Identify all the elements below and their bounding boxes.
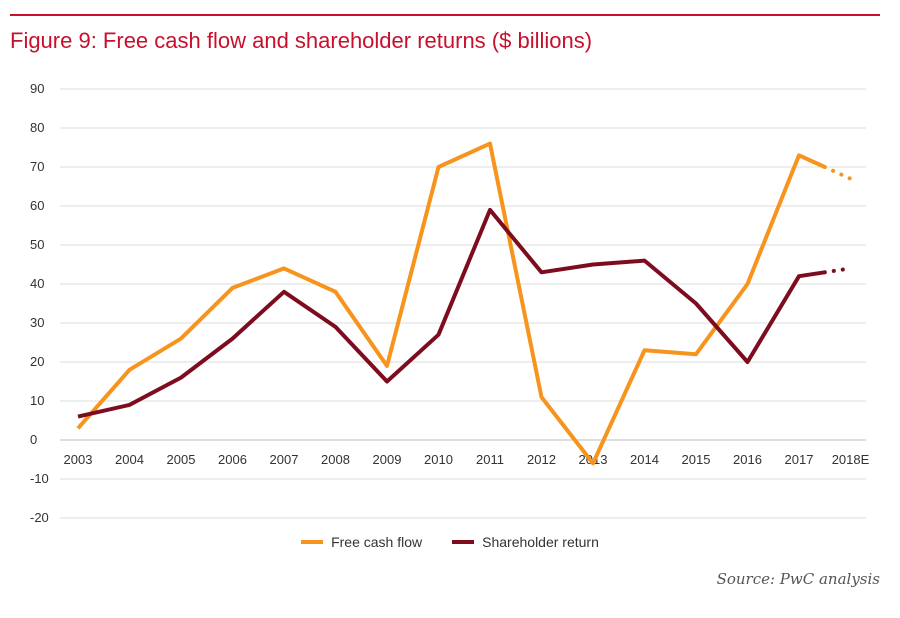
y-tick-label: 90 — [30, 81, 44, 96]
x-tick-label: 2003 — [64, 452, 93, 467]
legend: Free cash flow Shareholder return — [0, 534, 900, 550]
source-note: Source: PwC analysis — [716, 570, 880, 588]
legend-item-shareholder: Shareholder return — [452, 534, 599, 550]
legend-swatch-fcf — [301, 540, 324, 544]
legend-item-fcf: Free cash flow — [301, 534, 422, 550]
x-tick-label: 2016 — [733, 452, 762, 467]
x-tick-label: 2015 — [682, 452, 711, 467]
y-tick-label: -20 — [30, 510, 49, 525]
x-tick-label: 2006 — [218, 452, 247, 467]
chart-title: Figure 9: Free cash flow and shareholder… — [10, 28, 593, 53]
y-tick-label: -10 — [30, 471, 49, 486]
y-tick-label: 60 — [30, 198, 44, 213]
x-tick-label: 2008 — [321, 452, 350, 467]
series-estimate-0 — [822, 165, 853, 181]
y-tick-label: 30 — [30, 315, 44, 330]
series-line-0 — [76, 141, 826, 466]
x-tick-label: 2018E — [832, 452, 870, 467]
series-line-1 — [77, 207, 826, 419]
y-tick-label: 70 — [30, 159, 44, 174]
x-tick-label: 2005 — [167, 452, 196, 467]
x-tick-label: 2010 — [424, 452, 453, 467]
series-estimate-1 — [822, 266, 853, 275]
x-tick-label: 2012 — [527, 452, 556, 467]
y-tick-label: 10 — [30, 393, 44, 408]
y-tick-label: 0 — [30, 432, 37, 447]
legend-swatch-shareholder — [452, 540, 475, 544]
x-tick-label: 2004 — [115, 452, 144, 467]
y-tick-label: 50 — [30, 237, 44, 252]
y-axis: 90 80 70 60 50 40 30 20 10 0 -10 -20 — [30, 81, 49, 525]
x-tick-label: 2014 — [630, 452, 659, 467]
x-tick-label: 2011 — [476, 452, 504, 467]
legend-label-fcf: Free cash flow — [331, 534, 423, 550]
x-tick-label: 2007 — [270, 452, 299, 467]
legend-label-shareholder: Shareholder return — [482, 534, 599, 550]
y-tick-label: 40 — [30, 276, 44, 291]
y-tick-label: 80 — [30, 120, 44, 135]
grid — [60, 88, 866, 519]
title-rule — [10, 14, 880, 16]
y-tick-label: 20 — [30, 354, 44, 369]
series-lines — [76, 141, 853, 466]
x-tick-label: 2009 — [373, 452, 402, 467]
x-tick-label: 2017 — [785, 452, 814, 467]
x-axis: 2003 2004 2005 2006 2007 2008 2009 2010 2011 2012… — [64, 452, 870, 467]
